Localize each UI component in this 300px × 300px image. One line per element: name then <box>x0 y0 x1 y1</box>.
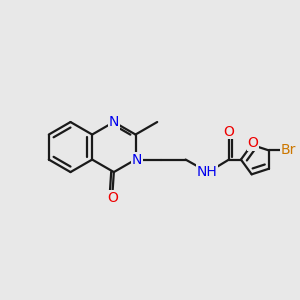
Text: NH: NH <box>197 165 218 179</box>
Text: O: O <box>107 191 118 205</box>
Text: Br: Br <box>280 143 296 158</box>
Text: N: N <box>109 115 119 129</box>
Text: O: O <box>248 136 259 150</box>
Text: N: N <box>132 153 142 166</box>
Text: O: O <box>224 124 234 139</box>
